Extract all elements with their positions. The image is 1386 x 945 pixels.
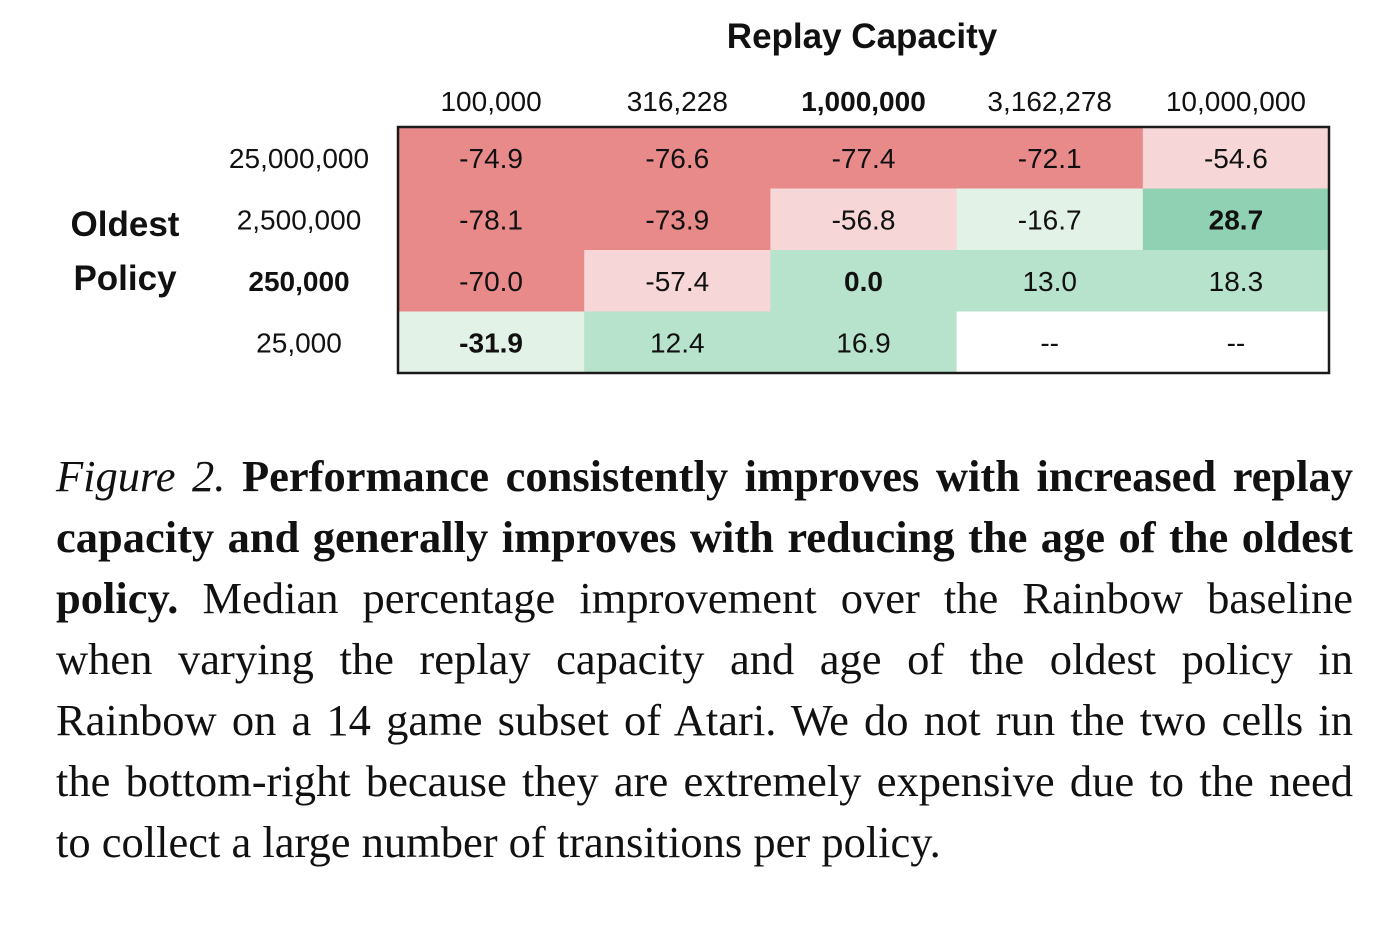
heatmap-cell xyxy=(956,188,1144,251)
x-tick-label: 100,000 xyxy=(440,86,541,117)
y-tick-label: 250,000 xyxy=(248,266,349,297)
heatmap-cell-label: -54.6 xyxy=(1204,143,1268,174)
heatmap-cell-labels: -74.9 -76.6 -77.4 -72.1 -54.6 -78.1 -73.9 -56.8… xyxy=(459,143,1268,358)
heatmap-cell-label: 13.0 xyxy=(1022,266,1077,297)
caption-figure-label: Figure 2. xyxy=(56,451,226,501)
heatmap-chart: -74.9 -76.6 -77.4 -72.1 -54.6 -78.1 -73.9 -56.8… xyxy=(71,17,1331,375)
x-tick-labels: 100,000 316,228 1,000,000 3,162,278 10,000,0… xyxy=(440,86,1305,117)
heatmap-cell-label: -56.8 xyxy=(832,204,896,235)
heatmap-cell xyxy=(770,250,958,313)
heatmap-cell xyxy=(398,311,585,374)
heatmap-cell-label: -16.7 xyxy=(1018,204,1082,235)
heatmap-cell xyxy=(398,188,585,251)
heatmap-cell-label: -76.6 xyxy=(645,143,709,174)
heatmap-cell xyxy=(956,127,1144,190)
x-tick-label: 10,000,000 xyxy=(1166,86,1306,117)
heatmap-cell-label: -31.9 xyxy=(459,327,523,358)
heatmap-border xyxy=(396,125,1331,375)
y-tick-labels: 25,000,000 2,500,000 250,000 25,000 xyxy=(229,143,369,358)
heatmap-cell xyxy=(956,311,1144,374)
heatmap-cell-label: -77.4 xyxy=(832,143,896,174)
heatmap-cell-label: 16.9 xyxy=(836,327,891,358)
heatmap-cell xyxy=(770,127,958,190)
x-axis-title: Replay Capacity xyxy=(727,17,998,56)
heatmap-cell-label: -73.9 xyxy=(645,204,709,235)
heatmap-cell xyxy=(398,127,585,190)
heatmap-cell-label: -78.1 xyxy=(459,204,523,235)
heatmap-cell xyxy=(584,250,771,313)
heatmap-cell-label: -72.1 xyxy=(1018,143,1082,174)
heatmap-cell xyxy=(770,311,958,374)
heatmap-cell xyxy=(770,188,958,251)
x-tick-label: 3,162,278 xyxy=(987,86,1112,117)
y-tick-label: 2,500,000 xyxy=(237,204,362,235)
heatmap-cell xyxy=(584,311,771,374)
heatmap-cell xyxy=(584,127,771,190)
heatmap-cell-label: -74.9 xyxy=(459,143,523,174)
heatmap-cell xyxy=(584,188,771,251)
x-tick-label: 316,228 xyxy=(627,86,728,117)
heatmap-cell-label: 0.0 xyxy=(844,266,883,297)
heatmap-cell xyxy=(956,250,1144,313)
y-axis-title: Oldest Policy xyxy=(71,205,180,298)
heatmap-cell-label: 18.3 xyxy=(1209,266,1264,297)
heatmap-cell-label: -57.4 xyxy=(645,266,709,297)
caption-text: Median percentage improvement over the R… xyxy=(56,573,1353,867)
heatmap-cell xyxy=(1142,188,1330,251)
figure-caption: Figure 2. Performance consistently impro… xyxy=(56,446,1353,873)
y-tick-label: 25,000,000 xyxy=(229,143,369,174)
heatmap-figure: -74.9 -76.6 -77.4 -72.1 -54.6 -78.1 -73.9 -56.8… xyxy=(0,0,1386,400)
heatmap-cell-label: -70.0 xyxy=(459,266,523,297)
heatmap-cell-label: -- xyxy=(1227,327,1246,358)
y-tick-label: 25,000 xyxy=(256,327,342,358)
heatmap-cell xyxy=(1142,127,1330,190)
heatmap-cell xyxy=(1142,250,1330,313)
caption-bold-sentence: Performance consistently improves with i… xyxy=(56,451,1354,623)
heatmap-cell xyxy=(1142,311,1330,374)
heatmap-cell-label: 28.7 xyxy=(1209,204,1264,235)
heatmap-cell-label: 12.4 xyxy=(650,327,705,358)
heatmap-cells xyxy=(398,127,1330,374)
heatmap-cell-label: -- xyxy=(1040,327,1059,358)
heatmap-cell xyxy=(398,250,585,313)
x-tick-label: 1,000,000 xyxy=(801,86,926,117)
